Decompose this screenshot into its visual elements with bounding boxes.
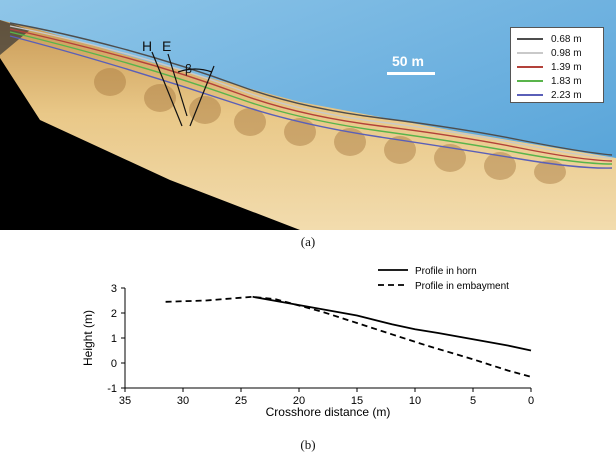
legend-label: 1.39 m: [551, 61, 582, 73]
horn-label: H: [142, 38, 153, 54]
legend-label: Profile in horn: [415, 266, 477, 277]
legend-swatch: [517, 80, 543, 82]
beach-cusps: [94, 68, 566, 184]
photo-panel: H E β 50 m 0.68 m 0.98 m 1.39 m 1.83 m 2…: [0, 0, 616, 230]
legend-label: 2.23 m: [551, 89, 582, 101]
series-line-1: [252, 295, 532, 352]
legend-entry: 0.98 m: [517, 46, 597, 60]
legend-label: Profile in embayment: [415, 281, 509, 292]
legend-label: 0.68 m: [551, 33, 582, 45]
beta-angle-label: β: [185, 62, 192, 76]
legend-label: 1.83 m: [551, 75, 582, 87]
x-tick-label: 25: [235, 395, 247, 407]
legend-swatch: [517, 66, 543, 68]
series-line-2: [165, 295, 532, 378]
y-tick-label: 1: [111, 333, 117, 345]
x-tick-label: 35: [119, 395, 131, 407]
unmapped-black-area: [0, 58, 300, 230]
legend-label: 0.98 m: [551, 47, 582, 59]
y-tick-label: -1: [107, 383, 117, 395]
x-tick-label: 5: [470, 395, 476, 407]
contour-legend: 0.68 m 0.98 m 1.39 m 1.83 m 2.23 m: [510, 27, 604, 103]
caption-b: (b): [300, 437, 316, 452]
embayment-label: E: [162, 38, 172, 54]
x-axis-label: Crosshore distance (m): [266, 405, 391, 419]
legend-swatch: [517, 38, 543, 40]
profile-chart: 35 30 25 20 15 10 5 0 -1 0 1 2 3 Crosshore distance (…: [81, 266, 534, 419]
legend-entry: 1.39 m: [517, 60, 597, 74]
x-tick-label: 15: [351, 395, 363, 407]
x-tick-label: 10: [409, 395, 421, 407]
scale-bar-label: 50 m: [392, 53, 424, 69]
angle-lines: [151, 51, 215, 127]
y-axis-label: Height (m): [81, 310, 95, 366]
scale-bar: [387, 72, 435, 75]
caption-a: (a): [300, 234, 316, 249]
y-tick-label: 3: [111, 283, 117, 295]
x-tick-label: 0: [528, 395, 534, 407]
legend-swatch: [517, 94, 543, 96]
x-tick-label: 30: [177, 395, 189, 407]
legend-entry: 1.83 m: [517, 74, 597, 88]
legend-entry: 0.68 m: [517, 32, 597, 46]
legend-entry: 2.23 m: [517, 88, 597, 102]
contour-lines: [9, 22, 613, 169]
legend-swatch: [517, 52, 543, 54]
y-tick-label: 2: [111, 308, 117, 320]
profile-chart-panel: 35 30 25 20 15 10 5 0 -1 0 1 2 3 Crosshore distance (…: [0, 258, 616, 455]
x-tick-label: 20: [293, 395, 305, 407]
y-tick-label: 0: [111, 358, 117, 370]
